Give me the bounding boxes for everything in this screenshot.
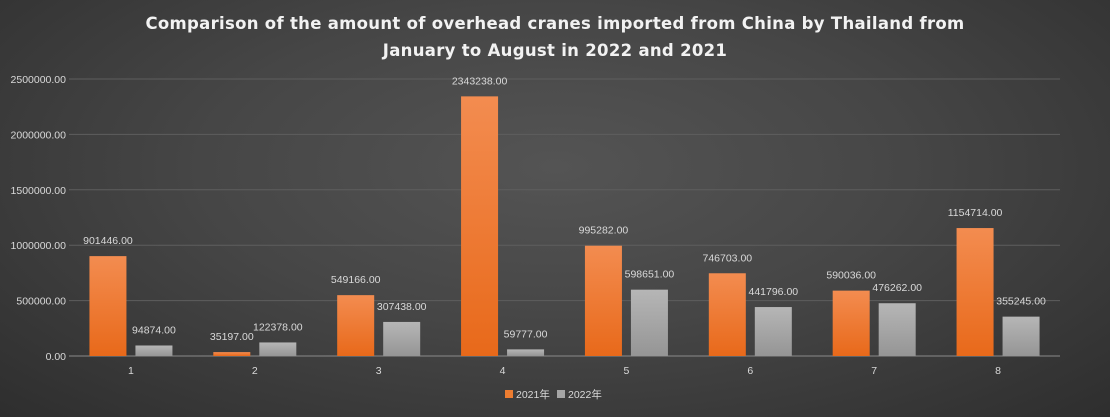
data-label: 2343238.00 bbox=[452, 75, 508, 87]
x-tick-label: 6 bbox=[747, 365, 753, 377]
y-tick-label: 1000000.00 bbox=[11, 240, 67, 252]
bar-2022-4 bbox=[507, 349, 545, 356]
legend-swatch bbox=[557, 390, 565, 398]
data-label: 746703.00 bbox=[702, 252, 752, 264]
bar-2022-6 bbox=[754, 307, 792, 356]
bar-2021-7 bbox=[832, 290, 870, 356]
y-tick-label: 2500000.00 bbox=[11, 74, 67, 86]
data-label: 59777.00 bbox=[504, 328, 548, 340]
data-label: 1154714.00 bbox=[948, 207, 1003, 219]
y-tick-label: 1500000.00 bbox=[11, 185, 67, 197]
bar-2021-8 bbox=[956, 228, 994, 356]
bar-2021-2 bbox=[213, 352, 251, 356]
data-label: 590036.00 bbox=[826, 270, 876, 282]
bar-2022-5 bbox=[630, 289, 668, 356]
bar-2022-1 bbox=[135, 345, 173, 356]
data-label: 307438.00 bbox=[377, 301, 427, 313]
chart-title: Comparison of the amount of overhead cra… bbox=[0, 10, 1110, 64]
bar-2021-4 bbox=[461, 96, 499, 356]
data-label: 995282.00 bbox=[579, 225, 629, 237]
data-label: 441796.00 bbox=[748, 286, 798, 298]
data-label: 122378.00 bbox=[253, 321, 303, 333]
x-tick-label: 7 bbox=[871, 365, 877, 377]
bar-2021-5 bbox=[584, 245, 622, 356]
data-label: 476262.00 bbox=[872, 282, 922, 294]
bar-2021-3 bbox=[337, 295, 375, 356]
bar-2022-2 bbox=[259, 342, 297, 356]
x-tick-label: 4 bbox=[500, 365, 506, 377]
data-label: 94874.00 bbox=[132, 324, 176, 336]
bar-2022-8 bbox=[1002, 316, 1040, 356]
y-tick-label: 500000.00 bbox=[16, 296, 66, 308]
x-tick-label: 1 bbox=[128, 365, 134, 377]
chart-title-line1: Comparison of the amount of overhead cra… bbox=[145, 14, 965, 33]
bar-2021-1 bbox=[89, 256, 127, 356]
bar-2022-3 bbox=[383, 321, 421, 356]
y-tick-label: 0.00 bbox=[46, 351, 67, 363]
legend-swatch bbox=[505, 390, 513, 398]
data-label: 549166.00 bbox=[331, 274, 381, 286]
x-tick-label: 5 bbox=[624, 365, 630, 377]
x-tick-label: 8 bbox=[995, 365, 1001, 377]
bar-2021-6 bbox=[708, 273, 746, 356]
x-tick-label: 2 bbox=[252, 365, 258, 377]
data-label: 35197.00 bbox=[210, 331, 254, 343]
data-label: 355245.00 bbox=[996, 296, 1046, 308]
legend-label: 2021年 bbox=[516, 388, 550, 401]
y-tick-label: 2000000.00 bbox=[11, 129, 67, 141]
data-label: 598651.00 bbox=[625, 269, 675, 281]
legend-label: 2022年 bbox=[568, 388, 602, 401]
data-label: 901446.00 bbox=[83, 235, 133, 247]
chart-title-line2: January to August in 2022 and 2021 bbox=[382, 41, 728, 60]
x-tick-label: 3 bbox=[376, 365, 382, 377]
bar-2022-7 bbox=[878, 303, 916, 356]
